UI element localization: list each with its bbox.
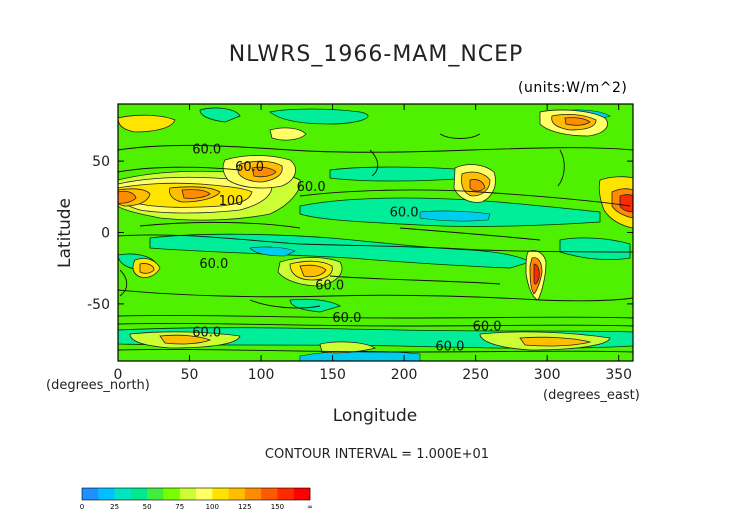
colorbar-swatch <box>114 488 132 500</box>
colorbar-swatch <box>130 488 148 500</box>
colorbar-swatch <box>163 488 181 500</box>
x-axis-ticks: 0 50 100 150 200 250 300 350 <box>114 104 632 383</box>
chart-title: NLWRS_1966-MAM_NCEP <box>228 42 524 67</box>
contour-label: 60.0 <box>332 311 361 326</box>
contour-lines <box>118 133 633 353</box>
colorbar-swatch <box>277 488 295 500</box>
units-label: (units:W/m^2) <box>518 80 628 96</box>
colorbar-swatch <box>147 488 164 500</box>
heatmap-field <box>118 104 633 361</box>
x-tick-label: 250 <box>462 367 489 383</box>
colorbar-label: 25 <box>110 503 119 511</box>
colorbar-swatch <box>228 488 246 500</box>
contour-label: 60.0 <box>199 257 228 272</box>
x-tick-label: 350 <box>605 367 632 383</box>
x-tick-label: 200 <box>391 367 418 383</box>
x-tick-label: 50 <box>181 367 199 383</box>
contour-label: 60.0 <box>315 278 344 293</box>
y-tick-label: 0 <box>101 226 110 242</box>
colorbar-frame <box>81 487 311 501</box>
colorbar-swatch <box>179 488 197 500</box>
contour-label: 60.0 <box>473 320 502 335</box>
contour-label: 60.0 <box>192 143 221 158</box>
colorbar-swatch <box>98 488 115 500</box>
y-tick-label: 50 <box>92 154 110 170</box>
contour-label: 60.0 <box>192 325 221 340</box>
colorbar-label: 100 <box>206 503 219 511</box>
y-axis-unit: (degrees_north) <box>46 378 150 393</box>
colorbar-label: 150 <box>271 503 284 511</box>
contour-label: 60.0 <box>235 160 264 175</box>
contour-label: 60.0 <box>297 180 326 195</box>
x-tick-label: 300 <box>534 367 561 383</box>
contour-label: 60.0 <box>390 206 419 221</box>
contour-labels: 60.0 60.0 60.0 100 60.0 60.0 60.0 60.0 60.0 60.0 6… <box>192 143 501 355</box>
x-axis-unit: (degrees_east) <box>543 388 640 403</box>
contour-label: 60.0 <box>435 340 464 355</box>
colorbar-label: 0 <box>80 503 84 511</box>
colorbar-swatch <box>196 488 213 500</box>
contour-label: 100 <box>219 194 244 209</box>
colorbar <box>81 487 311 501</box>
colorbar-label: 75 <box>175 503 184 511</box>
colorbar-label: ∞ <box>307 503 313 511</box>
high-value-regions <box>118 109 633 354</box>
colorbar-swatch <box>212 488 229 500</box>
colorbar-label: 50 <box>143 503 152 511</box>
x-tick-label: 150 <box>319 367 346 383</box>
x-tick-label: 100 <box>248 367 275 383</box>
colorbar-labels: 0 25 50 75 100 125 150 ∞ <box>80 503 313 511</box>
colorbar-label: 125 <box>238 503 251 511</box>
x-axis-label: Longitude <box>333 406 418 426</box>
colorbar-swatch <box>82 488 99 500</box>
y-tick-label: -50 <box>87 297 110 313</box>
x-tick-label: 0 <box>114 367 123 383</box>
colorbar-swatch <box>293 488 311 500</box>
colorbar-swatch <box>261 488 278 500</box>
y-axis-ticks: 50 0 -50 <box>87 154 633 313</box>
contour-interval-text: CONTOUR INTERVAL = 1.000E+01 <box>265 447 489 462</box>
y-axis-label: Latitude <box>55 198 75 268</box>
colorbar-swatch <box>244 488 262 500</box>
